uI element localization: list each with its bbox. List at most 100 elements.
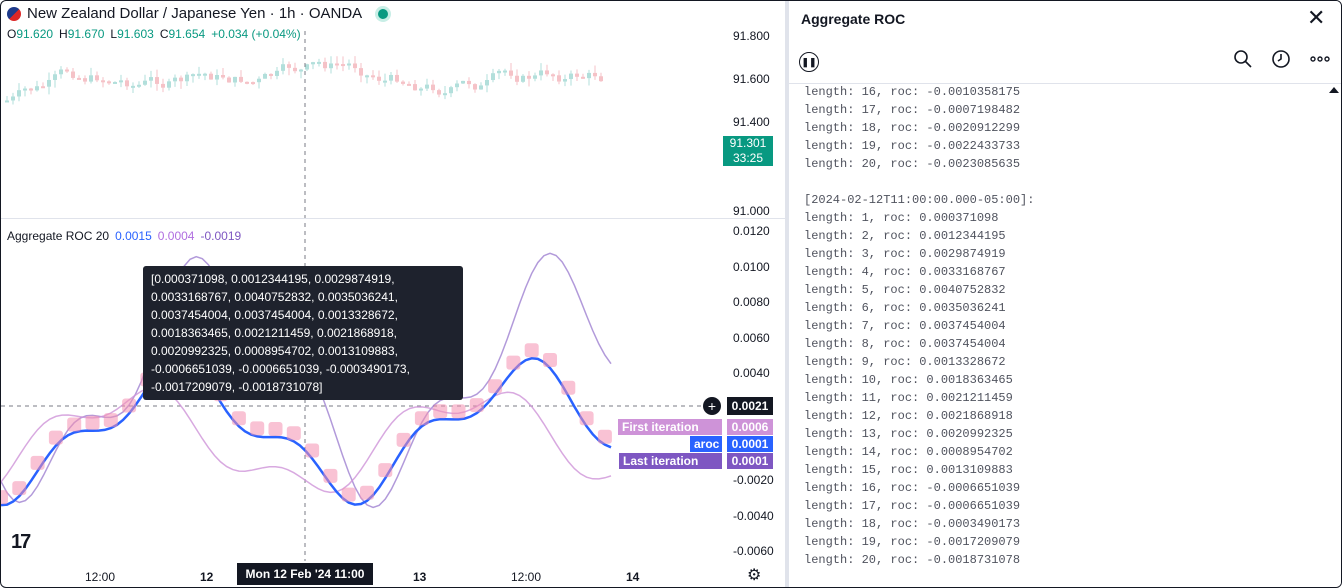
log-line: length: 6, roc: 0.0035036241 <box>804 301 1006 315</box>
log-line: length: 13, roc: 0.0020992325 <box>804 427 1013 441</box>
add-alert-plus-icon[interactable]: + <box>703 397 721 415</box>
log-output[interactable]: length: 16, roc: -0.0010358175 length: 17… <box>804 83 1324 587</box>
symbol-title[interactable]: New Zealand Dollar / Japanese Yen · 1h ·… <box>27 5 363 22</box>
pane-separator[interactable] <box>1 218 785 219</box>
candle-body <box>23 88 27 91</box>
candle-body <box>155 77 159 84</box>
last-price-badge: 91.301 33:25 <box>723 136 773 166</box>
candle-body <box>17 90 21 97</box>
candle-body <box>281 64 285 71</box>
log-line: length: 19, roc: -0.0022433733 <box>804 139 1021 153</box>
candle-body <box>203 73 207 76</box>
candle-body <box>353 63 357 69</box>
panel-divider[interactable] <box>785 1 789 587</box>
log-line: length: 20, roc: -0.0023085635 <box>804 157 1021 171</box>
candle-body <box>587 72 591 79</box>
candle-body <box>377 76 381 81</box>
indicator-axis-label: 0.0120 <box>733 224 770 238</box>
indicator-name[interactable]: Aggregate ROC 20 <box>7 229 110 243</box>
candle-body <box>323 61 327 69</box>
aroc-marker <box>341 487 356 502</box>
time-crosshair-label: Mon 12 Feb '24 11:00 <box>237 563 373 585</box>
candle-body <box>239 76 243 82</box>
indicator-value-last: -0.0019 <box>200 229 242 243</box>
log-line: length: 9, roc: 0.0013328672 <box>804 355 1006 369</box>
close-icon[interactable]: ✕ <box>1307 5 1326 30</box>
candle-body <box>473 84 477 90</box>
aroc-marker <box>488 379 503 394</box>
price-axis-label: 91.400 <box>733 115 770 129</box>
panel-toolbar: ❚❚ <box>789 45 1341 79</box>
log-line: length: 2, roc: 0.0012344195 <box>804 229 1006 243</box>
candle-body <box>509 70 513 76</box>
log-line: length: 16, roc: -0.0006651039 <box>804 481 1021 495</box>
log-line: length: 10, roc: 0.0018363465 <box>804 373 1013 387</box>
legend-last-iteration-value: 0.0001 <box>727 453 773 469</box>
candle-body <box>29 88 33 91</box>
candle-body <box>383 80 387 83</box>
log-scrollbar[interactable] <box>1329 85 1339 585</box>
aroc-marker <box>250 421 265 436</box>
candle-body <box>167 81 171 88</box>
time-axis-label: 12:00 <box>85 570 116 584</box>
indicator-axis-label: -0.0060 <box>733 544 774 558</box>
candle-body <box>545 70 549 75</box>
log-line: length: 20, roc: -0.0018731078 <box>804 553 1021 567</box>
aroc-marker <box>396 432 411 447</box>
candle-body <box>269 73 273 76</box>
toolbar-separator <box>789 83 1341 84</box>
price-axis-label: 91.600 <box>733 72 770 86</box>
legend-aroc-label: aroc <box>690 436 722 452</box>
candle-body <box>53 74 57 80</box>
candle-body <box>365 75 369 78</box>
candle-body <box>161 83 165 88</box>
log-line: length: 16, roc: -0.0010358175 <box>804 85 1021 99</box>
array-tooltip: [0.000371098, 0.0012344195, 0.0029874919… <box>143 266 463 400</box>
log-line: length: 18, roc: -0.0003490173 <box>804 517 1021 531</box>
pause-icon[interactable]: ❚❚ <box>799 52 819 72</box>
candle-body <box>401 81 405 84</box>
open-value: 91.620 <box>16 27 54 41</box>
tooltip-line: -0.0006651039, -0.0006651039, -0.0003490… <box>151 362 410 376</box>
aroc-marker <box>378 463 393 478</box>
scroll-up-icon[interactable] <box>1329 87 1339 93</box>
candle-body <box>173 77 177 82</box>
tradingview-logo[interactable]: 17 <box>11 531 31 553</box>
candle-body <box>179 77 183 82</box>
time-axis-label: 14 <box>626 570 640 584</box>
candle-body <box>563 79 567 82</box>
candle-body <box>119 80 123 83</box>
candle-body <box>65 69 69 72</box>
low-label: L <box>110 27 118 41</box>
candle-body <box>95 75 99 81</box>
more-icon[interactable] <box>1309 49 1331 69</box>
price-change: +0.034 (+0.04%) <box>211 27 301 41</box>
search-icon[interactable] <box>1233 49 1253 69</box>
chart-area[interactable]: New Zealand Dollar / Japanese Yen · 1h ·… <box>1 1 785 587</box>
candle-body <box>347 63 351 66</box>
candle-body <box>287 64 291 68</box>
candle-body <box>89 75 93 82</box>
candle-body <box>593 72 597 77</box>
tooltip-line: 0.0033168767, 0.0040752832, 0.0035036241… <box>151 290 398 304</box>
log-line: [2024-02-12T11:00:00.000-05:00]: <box>804 193 1035 207</box>
candle-body <box>227 77 231 83</box>
log-line: length: 18, roc: -0.0020912299 <box>804 121 1021 135</box>
gear-icon[interactable]: ⚙ <box>747 567 762 584</box>
candle-body <box>431 84 435 91</box>
candle-body <box>449 87 453 94</box>
indicator-legend[interactable]: Aggregate ROC 20 0.0015 0.0004 -0.0019 <box>7 229 241 243</box>
candle-body <box>479 85 483 90</box>
log-line: length: 14, roc: 0.0008954702 <box>804 445 1013 459</box>
indicator-axis-label: 0.0040 <box>733 366 770 380</box>
candle-body <box>125 80 129 87</box>
tooltip-line: -0.0017209079, -0.0018731078] <box>151 380 323 394</box>
candle-body <box>503 70 507 73</box>
aroc-marker <box>12 481 27 496</box>
clock-icon[interactable] <box>1271 49 1291 69</box>
indicator-axis-label: 0.0060 <box>733 331 770 345</box>
first-iteration-roc-line <box>1 386 612 494</box>
aroc-marker <box>286 426 301 441</box>
log-line <box>804 569 1324 587</box>
candle-body <box>437 90 441 95</box>
